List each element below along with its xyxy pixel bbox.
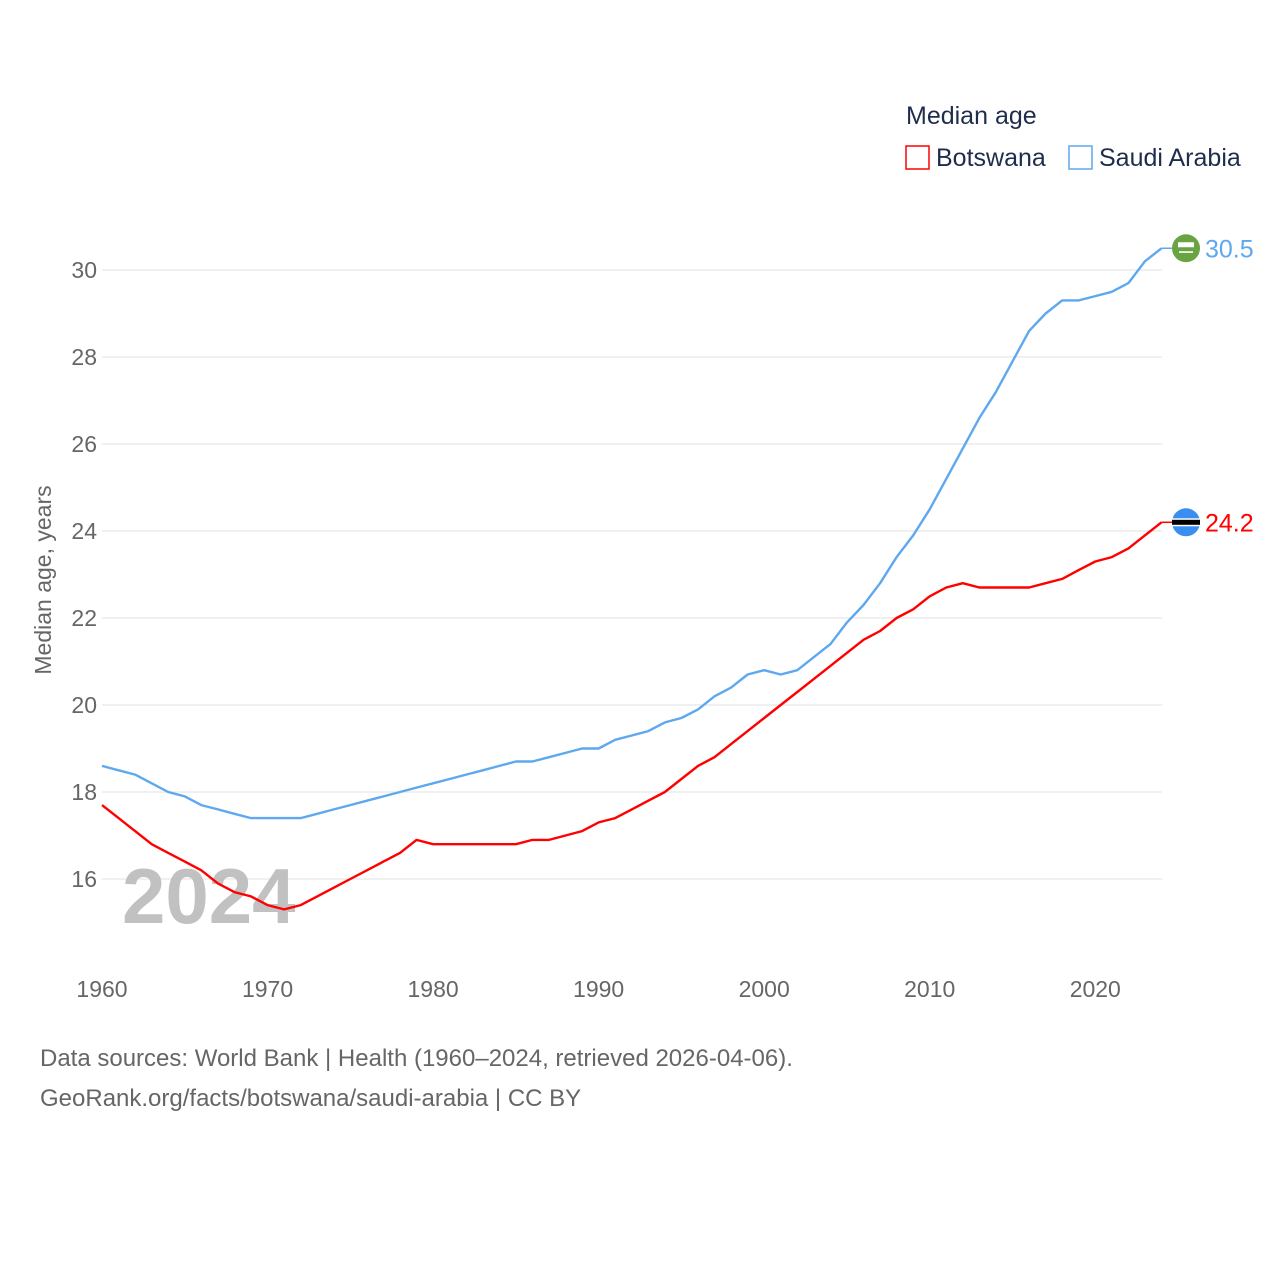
saudi-arabia-flag-icon xyxy=(1172,234,1200,263)
y-axis-ticks: 16 18 20 22 24 26 28 30 xyxy=(71,257,97,892)
x-tick-label: 2020 xyxy=(1070,976,1121,1002)
y-axis-label: Median age, years xyxy=(30,485,56,674)
y-tick-label: 22 xyxy=(71,605,97,631)
botswana-flag-icon xyxy=(1172,508,1200,537)
end-value-label: 30.5 xyxy=(1205,235,1254,263)
series-lines xyxy=(101,247,1163,911)
legend-swatch-saudi-arabia[interactable] xyxy=(1068,145,1093,170)
y-tick-label: 30 xyxy=(71,257,97,283)
series-line-saudi-arabia[interactable] xyxy=(101,247,1163,820)
footer-credit[interactable]: GeoRank.org/facts/botswana/saudi-arabia … xyxy=(40,1085,582,1112)
x-tick-label: 1970 xyxy=(242,976,293,1002)
x-tick-label: 1990 xyxy=(573,976,624,1002)
x-tick-label: 2000 xyxy=(739,976,790,1002)
x-tick-label: 1980 xyxy=(408,976,459,1002)
footer-sources: Data sources: World Bank | Health (1960–… xyxy=(40,1045,793,1072)
end-value-label: 24.2 xyxy=(1205,509,1254,537)
legend: Median age Botswana Saudi Arabia xyxy=(905,102,1241,172)
y-tick-label: 16 xyxy=(71,866,97,892)
y-tick-label: 20 xyxy=(71,692,97,718)
legend-swatch-botswana[interactable] xyxy=(905,145,930,170)
series-line-botswana[interactable] xyxy=(101,521,1163,911)
x-tick-label: 1960 xyxy=(76,976,127,1002)
legend-title: Median age xyxy=(906,102,1037,130)
y-tick-label: 18 xyxy=(71,779,97,805)
y-tick-label: 26 xyxy=(71,431,97,457)
x-axis-ticks: 1960 1970 1980 1990 2000 2010 2020 xyxy=(76,976,1120,1002)
y-tick-label: 24 xyxy=(71,518,97,544)
legend-label-botswana[interactable]: Botswana xyxy=(936,144,1046,172)
watermark-year: 2024 xyxy=(122,852,296,940)
gridlines xyxy=(102,269,1162,880)
x-tick-label: 2010 xyxy=(904,976,955,1002)
legend-label-saudi-arabia[interactable]: Saudi Arabia xyxy=(1099,144,1241,172)
series-end-markers: 24.2 30.5 xyxy=(1161,234,1254,537)
y-tick-label: 28 xyxy=(71,344,97,370)
